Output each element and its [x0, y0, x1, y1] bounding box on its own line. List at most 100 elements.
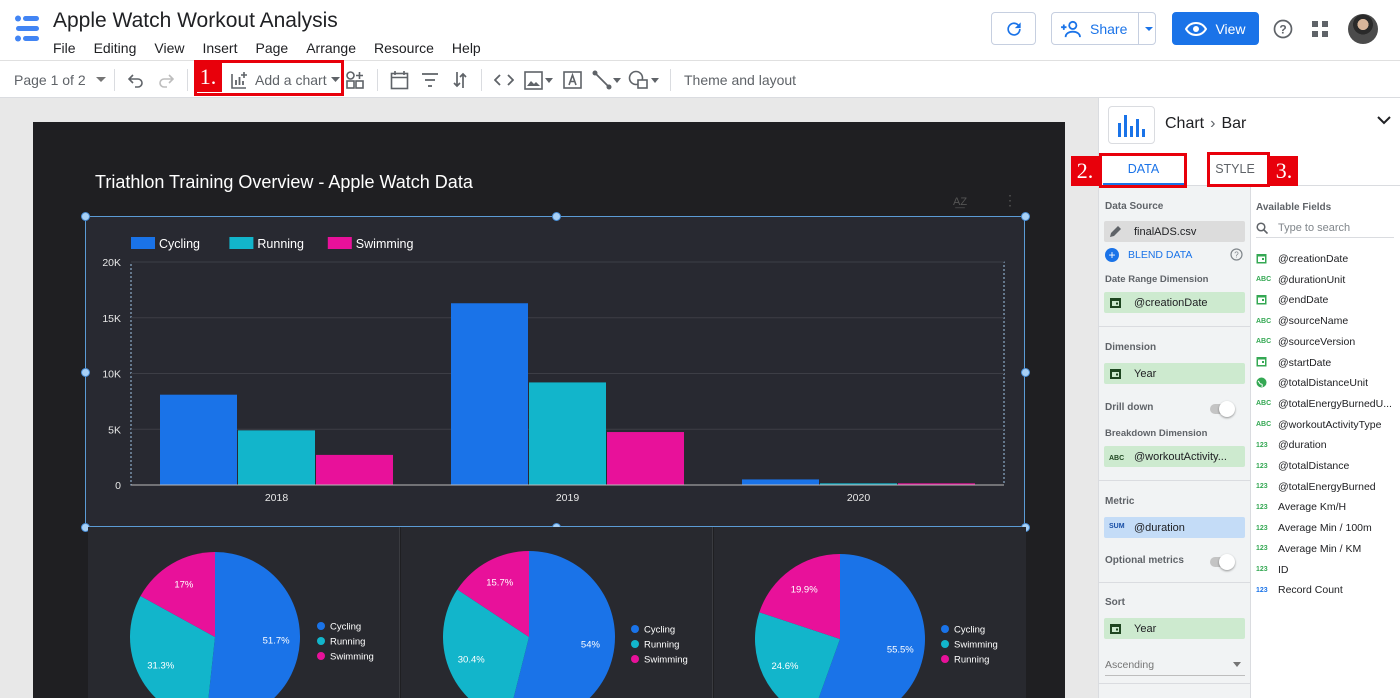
resize-handle-top-right[interactable]	[1020, 211, 1030, 221]
field-item[interactable]: @totalDistanceUnit	[1256, 374, 1398, 392]
view-button[interactable]: View	[1172, 12, 1259, 45]
undo-icon[interactable]	[128, 72, 144, 88]
help-icon[interactable]: ?	[1230, 248, 1243, 261]
legend-label: Swimming	[954, 640, 998, 651]
share-divider	[1138, 13, 1139, 44]
menu-help[interactable]: Help	[451, 40, 481, 56]
field-item[interactable]: ABC @workoutActivityType	[1256, 416, 1398, 434]
field-item[interactable]: 123 Average Km/H	[1256, 498, 1398, 516]
bar-chart[interactable]: 0 5K 10K 15K 20K 2018 2019 2020 Cycling Running Sw…	[85, 216, 1025, 527]
resize-handle-left[interactable]	[80, 367, 90, 377]
menu-page[interactable]: Page	[255, 40, 289, 56]
tab-style[interactable]: STYLE	[1209, 152, 1261, 186]
field-item[interactable]: 123 @totalDistance	[1256, 457, 1398, 475]
dimension-chip[interactable]: Year	[1104, 363, 1245, 384]
text-box-icon[interactable]	[563, 70, 582, 90]
menu-arrange[interactable]: Arrange	[306, 40, 356, 56]
field-item[interactable]: 123 @duration	[1256, 436, 1398, 454]
toolbar-divider	[187, 69, 188, 91]
line-button[interactable]	[592, 61, 621, 99]
image-button[interactable]	[524, 61, 553, 99]
embed-code-icon[interactable]	[494, 72, 514, 88]
metric-chip[interactable]: SUM @duration	[1104, 517, 1245, 538]
avatar[interactable]	[1348, 14, 1378, 44]
field-name: Average Min / 100m	[1278, 522, 1372, 535]
share-button[interactable]: Share	[1051, 12, 1156, 45]
data-source-chip[interactable]: finalADS.csv	[1104, 221, 1245, 242]
pie-chart-3[interactable]: 55.5% 24.6% 19.9% Cycling Swimming Running	[714, 527, 1026, 698]
chart-type-picker[interactable]	[1108, 106, 1155, 144]
pie-slice	[818, 554, 925, 698]
blend-data-button[interactable]: + BLEND DATA	[1105, 248, 1192, 262]
menu-editing[interactable]: Editing	[93, 40, 137, 56]
globe-icon	[1256, 377, 1278, 390]
field-item[interactable]: 123 Average Min / KM	[1256, 540, 1398, 558]
help-icon[interactable]: ?	[1273, 19, 1293, 39]
metric-aggregation[interactable]: SUM	[1109, 523, 1125, 530]
field-item[interactable]: 123 Average Min / 100m	[1256, 519, 1398, 537]
chevron-down-icon[interactable]	[1377, 116, 1391, 125]
add-chart-button[interactable]: Add a chart	[230, 61, 340, 99]
report-title[interactable]: Triathlon Training Overview - Apple Watc…	[95, 172, 473, 192]
resize-handle-top[interactable]	[551, 211, 561, 221]
apps-grid-icon[interactable]	[1311, 20, 1329, 38]
breakdown-dimension-chip[interactable]: ABC @workoutActivity...	[1104, 446, 1245, 467]
field-item[interactable]: @startDate	[1256, 354, 1398, 372]
field-item[interactable]: ABC @totalEnergyBurnedU...	[1256, 395, 1398, 413]
pie-slice	[457, 551, 529, 637]
sort-order-select[interactable]: Ascending	[1105, 659, 1245, 676]
field-search[interactable]: Type to search	[1256, 218, 1394, 238]
field-item[interactable]: 123 @totalEnergyBurned	[1256, 478, 1398, 496]
pie-chart-2[interactable]: 54% 30.4% 15.7% Cycling Running Swimming	[401, 527, 713, 698]
toggle-knob	[1219, 401, 1235, 417]
page-selector[interactable]: Page 1 of 2	[14, 61, 106, 99]
report-canvas: Triathlon Training Overview - Apple Watc…	[33, 122, 1065, 698]
date-range-dimension-chip[interactable]: @creationDate	[1104, 292, 1245, 313]
redo-icon[interactable]	[158, 72, 174, 88]
theme-layout-button[interactable]: Theme and layout	[684, 61, 796, 99]
menu-view[interactable]: View	[154, 40, 185, 56]
field-item[interactable]: ABC @sourceName	[1256, 312, 1398, 330]
share-dropdown-icon[interactable]	[1144, 25, 1154, 33]
tab-data[interactable]: DATA	[1099, 152, 1188, 186]
pencil-icon[interactable]	[1109, 225, 1122, 238]
shape-button[interactable]	[628, 61, 659, 99]
pie-chart-1[interactable]: 51.7% 31.3% 17% Cycling Running Swimming	[88, 527, 400, 698]
sort-order-value: Ascending	[1105, 659, 1155, 671]
filter-control-icon[interactable]	[421, 72, 439, 88]
menu-insert[interactable]: Insert	[202, 40, 238, 56]
add-chart-label: Add a chart	[255, 72, 327, 88]
optional-metrics-toggle[interactable]	[1210, 554, 1235, 570]
field-item[interactable]: ABC @durationUnit	[1256, 271, 1398, 289]
resize-handle-top-left[interactable]	[80, 211, 90, 221]
tab-style-label: STYLE	[1215, 162, 1255, 176]
resize-handle-right[interactable]	[1020, 367, 1030, 377]
refresh-button[interactable]	[991, 12, 1036, 45]
sort-az-icon[interactable]: A͟Z	[953, 196, 968, 208]
field-item[interactable]: 123 ID	[1256, 561, 1398, 579]
drill-down-toggle[interactable]	[1210, 401, 1235, 417]
sort-chip[interactable]: Year	[1104, 618, 1245, 639]
field-item[interactable]: 123 Record Count	[1256, 581, 1398, 599]
metric-value: @duration	[1134, 521, 1185, 534]
community-viz-icon[interactable]	[345, 70, 365, 90]
date-range-icon[interactable]	[390, 70, 409, 90]
legend-label: Running	[954, 655, 989, 666]
share-label: Share	[1090, 20, 1128, 37]
menu-resource[interactable]: Resource	[374, 40, 434, 56]
svg-text:?: ?	[1234, 251, 1239, 260]
field-item[interactable]: @creationDate	[1256, 250, 1398, 268]
data-control-icon[interactable]	[452, 70, 468, 90]
date-range-dimension-label: Date Range Dimension	[1105, 274, 1209, 285]
calendar-icon	[1110, 624, 1121, 634]
report-name[interactable]: Apple Watch Workout Analysis	[53, 9, 338, 32]
toggle-knob	[1219, 554, 1235, 570]
bar-chart-icon	[1118, 115, 1145, 137]
field-item[interactable]: ABC @sourceVersion	[1256, 333, 1398, 351]
pie-slice-label: 30.4%	[458, 654, 485, 665]
menu-file[interactable]: File	[53, 40, 76, 56]
section-divider	[1099, 683, 1251, 684]
field-item[interactable]: @endDate	[1256, 291, 1398, 309]
add-person-icon	[1061, 20, 1081, 37]
more-vert-icon[interactable]: ⋮	[1003, 192, 1017, 208]
